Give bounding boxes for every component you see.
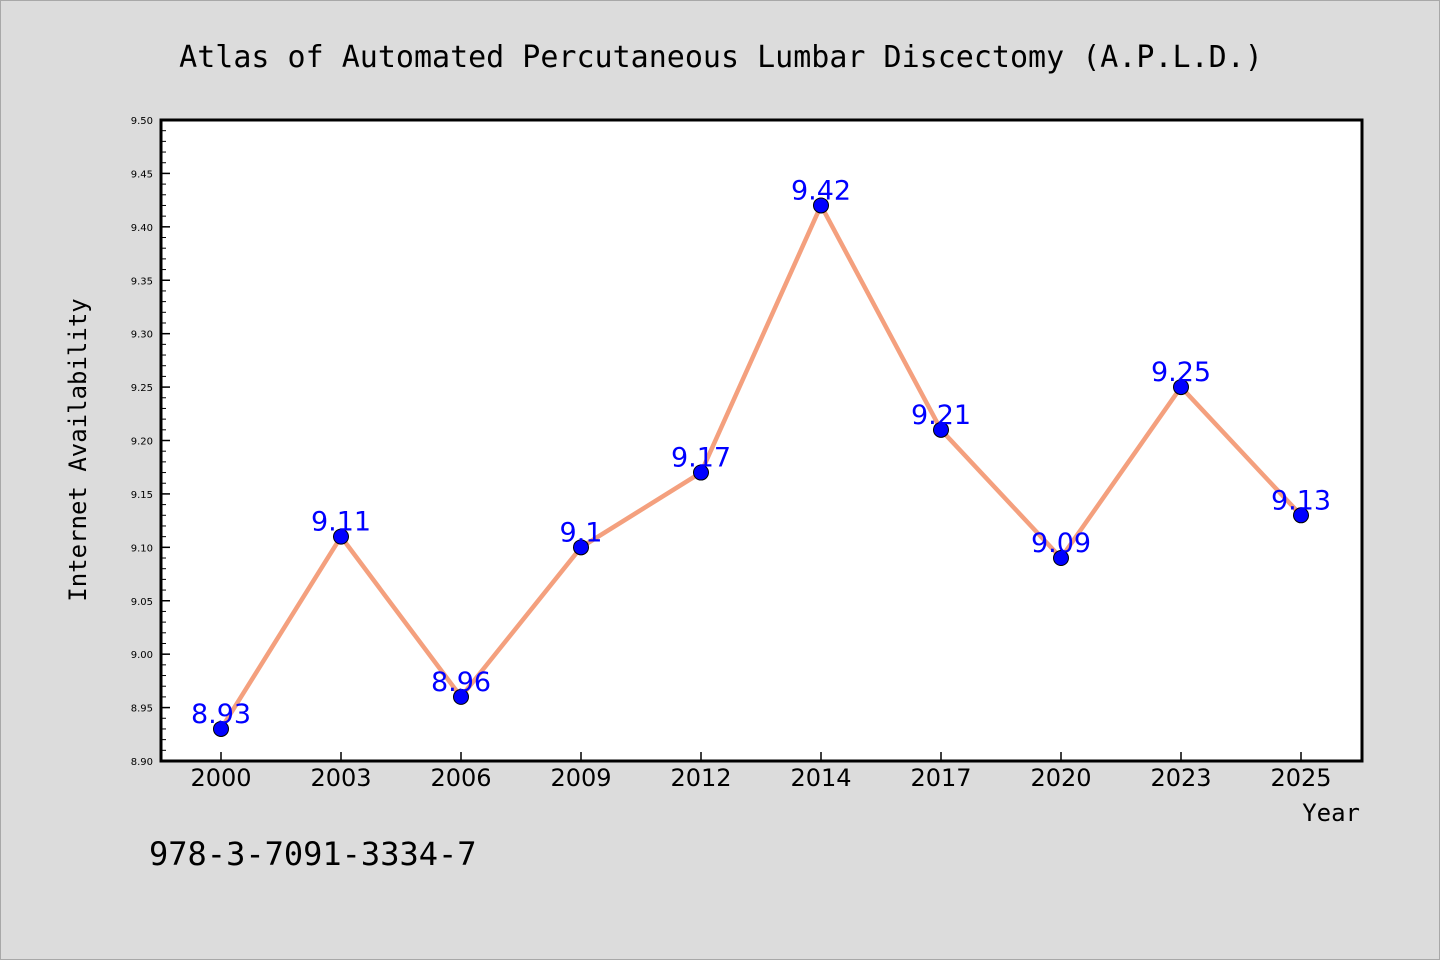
- y-tick-label: 9.30: [131, 330, 153, 341]
- isbn-text: 978-3-7091-3334-7: [149, 835, 477, 873]
- data-markers: [213, 197, 1309, 737]
- data-point: [453, 688, 469, 705]
- y-tick-labels: 8.90 8.95 9.00 9.05 9.10 9.15 9.20 9.25 9.30 9.35…: [131, 116, 153, 768]
- x-tick-labels: 2000 2003 2006 2009 2012 2014 2017 2020 2023 2025: [190, 764, 1331, 792]
- y-tick-label: 8.95: [131, 704, 153, 715]
- x-ticks: [220, 752, 1302, 761]
- data-label: 9.21: [911, 400, 971, 431]
- y-tick-label: 9.15: [131, 490, 153, 501]
- y-tick-label: 8.90: [131, 757, 153, 768]
- series-line: [219, 203, 1303, 731]
- data-point: [933, 421, 949, 438]
- x-tick-label: 2023: [1150, 764, 1211, 792]
- data-point: [1053, 550, 1069, 567]
- x-tick-label: 2006: [430, 764, 491, 792]
- y-tick-label: 9.10: [131, 543, 153, 554]
- y-tick-label: 9.05: [131, 597, 153, 608]
- data-label: 9.17: [671, 443, 731, 474]
- data-point: [1293, 507, 1309, 524]
- data-label: 9.09: [1031, 528, 1091, 559]
- y-tick-label: 9.40: [131, 223, 153, 234]
- x-tick-label: 2000: [190, 764, 251, 792]
- data-label: 8.93: [191, 699, 251, 730]
- x-axis-label: Year: [1302, 799, 1360, 827]
- y-tick-label: 9.25: [131, 383, 153, 394]
- x-tick-label: 2025: [1270, 764, 1331, 792]
- data-label: 9.42: [791, 175, 851, 206]
- chart-title: Atlas of Automated Percutaneous Lumbar D…: [179, 40, 1263, 75]
- data-label: 9.25: [1151, 357, 1211, 388]
- y-tick-label: 9.35: [131, 276, 153, 287]
- data-point: [573, 539, 589, 556]
- x-tick-label: 2020: [1030, 764, 1091, 792]
- y-tick-label: 9.50: [131, 116, 153, 127]
- data-label: 8.96: [431, 667, 491, 698]
- data-label: 9.13: [1271, 485, 1331, 516]
- y-tick-label: 9.45: [131, 169, 153, 180]
- y-tick-label: 9.20: [131, 437, 153, 448]
- data-point: [213, 720, 229, 737]
- data-label: 9.1: [560, 517, 603, 548]
- y-major-ticks: [161, 119, 170, 762]
- data-labels: 8.93 9.11 8.96 9.1 9.17 9.42 9.21 9.09 9.25 9.13: [191, 175, 1331, 729]
- plot-area: [159, 118, 1364, 763]
- y-tick-label: 9.00: [131, 650, 153, 661]
- x-tick-label: 2009: [550, 764, 611, 792]
- x-tick-label: 2012: [670, 764, 731, 792]
- x-tick-label: 2003: [310, 764, 371, 792]
- data-point: [333, 528, 349, 545]
- x-tick-label: 2014: [790, 764, 851, 792]
- data-point: [1173, 379, 1189, 396]
- data-point: [813, 197, 829, 214]
- y-axis-label: Internet Availability: [64, 298, 92, 601]
- data-label: 9.11: [311, 507, 371, 538]
- x-tick-label: 2017: [910, 764, 971, 792]
- data-point: [693, 464, 709, 481]
